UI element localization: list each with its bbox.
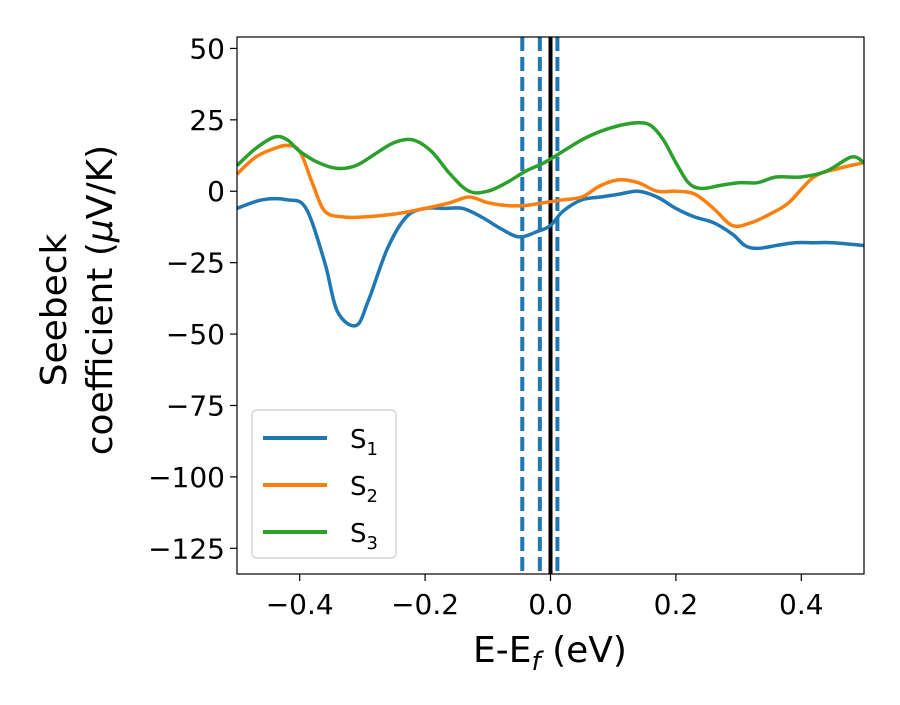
series-line-s3 (235, 120, 865, 195)
vertical-lines (520, 37, 560, 574)
y-axis-title-line1: Seebeck (34, 233, 75, 386)
x-tick-label: 0.0 (528, 588, 573, 621)
x-tick-label: −0.4 (266, 588, 334, 621)
y-axis-ticks: 50 25 0 −25 −50 −75 −100 −125 (148, 32, 237, 565)
x-axis-title: E-Ef (eV) (473, 630, 627, 677)
y-axis-title-line2: coefficient (μV/K) (80, 145, 121, 455)
legend-label-s1: S1 (350, 425, 378, 460)
y-axis-title: Seebeck coefficient (μV/K) (34, 145, 121, 455)
legend-items: S1 S2 S3 (263, 425, 378, 554)
legend-label-s3: S3 (350, 519, 378, 554)
x-tick-label: 0.2 (654, 588, 699, 621)
legend-label-s2: S2 (350, 472, 378, 507)
y-tick-label: −50 (166, 318, 225, 351)
series-line-s1 (236, 189, 865, 328)
y-tick-label: −75 (166, 389, 225, 422)
series-line-s2 (235, 143, 865, 229)
y-tick-label: −100 (148, 461, 225, 494)
y-tick-label: −25 (166, 247, 225, 280)
y-tick-label: −125 (148, 532, 225, 565)
y-tick-label: 0 (207, 175, 225, 208)
y-tick-label: 50 (189, 32, 225, 65)
x-tick-label: −0.2 (391, 588, 459, 621)
y-tick-label: 25 (189, 104, 225, 137)
x-tick-label: 0.4 (779, 588, 824, 621)
x-axis-ticks: −0.4 −0.2 0.0 0.2 0.4 (266, 574, 824, 621)
series-lines (235, 120, 865, 328)
legend: S1 S2 S3 (251, 409, 397, 559)
